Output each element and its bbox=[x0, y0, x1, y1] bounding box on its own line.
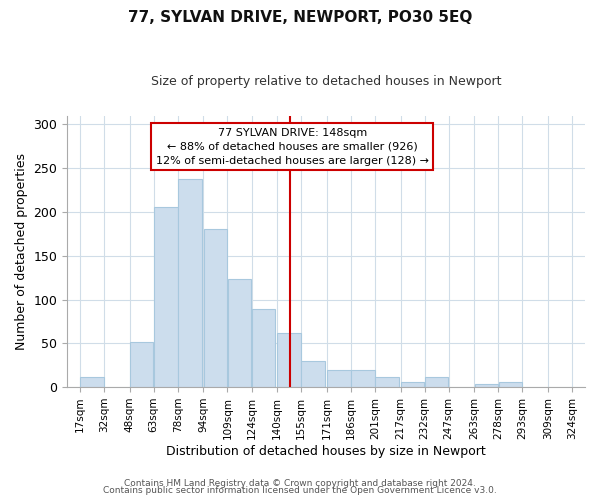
Bar bbox=[80, 378, 104, 387]
Text: Contains public sector information licensed under the Open Government Licence v3: Contains public sector information licen… bbox=[103, 486, 497, 495]
Bar bbox=[401, 382, 424, 387]
Text: 77 SYLVAN DRIVE: 148sqm
← 88% of detached houses are smaller (926)
12% of semi-d: 77 SYLVAN DRIVE: 148sqm ← 88% of detache… bbox=[156, 128, 429, 166]
Bar bbox=[301, 361, 325, 387]
Bar bbox=[203, 228, 227, 387]
Bar bbox=[277, 333, 301, 387]
Text: Contains HM Land Registry data © Crown copyright and database right 2024.: Contains HM Land Registry data © Crown c… bbox=[124, 478, 476, 488]
Bar bbox=[154, 206, 178, 387]
Y-axis label: Number of detached properties: Number of detached properties bbox=[15, 153, 28, 350]
Bar bbox=[327, 370, 350, 387]
Text: 77, SYLVAN DRIVE, NEWPORT, PO30 5EQ: 77, SYLVAN DRIVE, NEWPORT, PO30 5EQ bbox=[128, 10, 472, 25]
Bar bbox=[351, 370, 375, 387]
Bar bbox=[178, 178, 202, 387]
Bar bbox=[425, 378, 448, 387]
Bar bbox=[499, 382, 522, 387]
Title: Size of property relative to detached houses in Newport: Size of property relative to detached ho… bbox=[151, 75, 502, 88]
X-axis label: Distribution of detached houses by size in Newport: Distribution of detached houses by size … bbox=[166, 444, 486, 458]
Bar bbox=[375, 378, 399, 387]
Bar bbox=[475, 384, 498, 387]
Bar bbox=[228, 280, 251, 387]
Bar bbox=[252, 309, 275, 387]
Bar bbox=[130, 342, 154, 387]
